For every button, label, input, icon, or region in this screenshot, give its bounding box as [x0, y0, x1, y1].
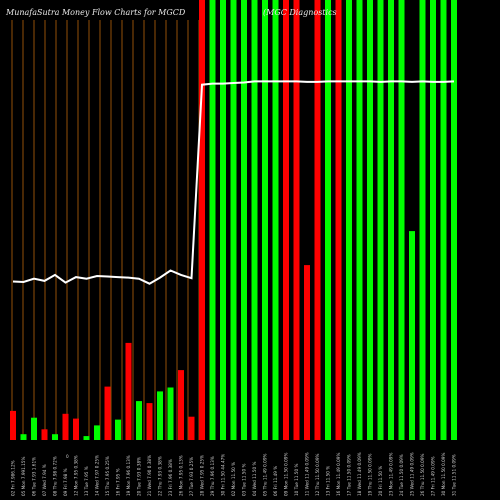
- x-tick-label: 16 Fri 7.95 %: [116, 468, 121, 496]
- x-tick-label: 19 Mon 7.96 0.13%: [126, 455, 131, 496]
- x-tick-label: 28 Wed 7.95 0.25%: [200, 455, 205, 496]
- bar: [62, 413, 69, 440]
- bar: [188, 416, 195, 440]
- x-tick-label: 05 Mon 7.991.15%: [21, 457, 26, 496]
- price-line: [12, 80, 455, 285]
- bar: [388, 0, 394, 440]
- bar: [146, 403, 153, 440]
- bar: [409, 231, 415, 440]
- x-tick-label: 30 Mon 11.50 0.09%: [441, 453, 446, 496]
- x-tick-label: 20 Tue 7.93 0.38%: [137, 457, 142, 496]
- bar: [157, 391, 163, 440]
- bar: [430, 0, 436, 440]
- x-tick-label: 27 Fri 11.49 0.09%: [431, 456, 436, 496]
- x-tick-label: 02 Mon 11.50 %: [231, 462, 236, 496]
- x-tick-label: 14 Wed 7.97 0.25%: [95, 455, 100, 496]
- bar: [304, 265, 310, 440]
- x-tick-label: 19 Thu 11.50 0.09%: [368, 454, 373, 496]
- x-tick-label: 12 Thu 11.50 0.09%: [315, 454, 320, 496]
- x-tick-label: 26 Thu 11.50 0.09%: [420, 454, 425, 496]
- x-tick-label: 27 Tue 7.93 0.25%: [189, 457, 194, 496]
- bar: [52, 434, 58, 440]
- x-tick-label: 31 Tue 11.51 0.09%: [452, 454, 457, 496]
- bar: [83, 436, 90, 440]
- x-tick-label: 22 Thu 7.93 0.38%: [158, 456, 163, 496]
- x-tick-label: 03 Tue 11.50 %: [242, 464, 247, 496]
- bar: [377, 0, 384, 440]
- bar: [199, 0, 205, 440]
- bar: [325, 0, 331, 440]
- x-tick-label: 11 Wed 11.49 0.09%: [305, 452, 310, 496]
- chart-title: MunafaSutra Money Flow Charts for MGCD: [5, 8, 186, 17]
- x-tick-label: 08 Thu 7.98 0.72%: [53, 456, 58, 496]
- x-tick-label: 13 Fri 11.50 %: [326, 466, 331, 496]
- bar: [314, 0, 321, 440]
- bar: [10, 410, 16, 440]
- bar: [125, 342, 132, 440]
- x-tick-label: 26 Mon 7.95 0.13%: [179, 455, 184, 496]
- bar: [230, 0, 237, 440]
- x-tick-label: 21 Wed 7.90 0.38%: [147, 455, 152, 496]
- bar: [398, 0, 405, 440]
- x-tick-label: 02 Fri 7.986.12%: [11, 460, 16, 496]
- bar: [356, 0, 363, 440]
- bar: [419, 0, 426, 440]
- x-tick-label: 15 Thu 7.95 0.25%: [105, 456, 110, 496]
- x-tick-label: 12 Mon 7.95 0.38%: [74, 455, 79, 496]
- bar: [440, 0, 447, 440]
- x-tick-label: 23 Mon 11.49 0.09%: [389, 453, 394, 496]
- bar: [346, 0, 352, 440]
- bar: [251, 0, 258, 440]
- side-label: 0: [66, 454, 69, 459]
- bar: [104, 386, 111, 440]
- bar: [367, 0, 373, 440]
- volume-bars: [10, 0, 457, 440]
- chart-subtitle: (MGC Diagnostics: [263, 8, 337, 17]
- bar: [167, 387, 174, 440]
- bar: [20, 434, 27, 440]
- x-tick-label: 13 Tue 7.95 %: [84, 466, 89, 496]
- x-tick-label: 06 Fri 11.49 %: [273, 466, 278, 496]
- x-tick-label: 20 Fri 11.50 %: [378, 466, 383, 496]
- bar: [283, 0, 289, 440]
- x-tick-label: 06 Tue 7.93 1.61%: [32, 457, 37, 496]
- bar: [115, 419, 121, 440]
- bar: [209, 0, 216, 440]
- x-tick-labels: 02 Fri 7.986.12% 05 Mon 7.991.15% 06 Tue 7…: [11, 452, 457, 496]
- bar: [293, 0, 300, 440]
- bar: [220, 0, 226, 440]
- bar: [335, 0, 342, 440]
- bar: [272, 0, 279, 440]
- x-tick-label: 17 Tue 11.50 0.09%: [347, 454, 352, 496]
- bar: [262, 0, 268, 440]
- x-tick-label: 07 Wed 7.94 %: [42, 464, 47, 496]
- x-tick-label: 09 Fri 7.98 %: [63, 468, 68, 496]
- x-tick-label: 10 Tue 11.50 %: [294, 464, 299, 496]
- x-tick-label: 30 Fri 11.50 44.47%: [221, 454, 226, 496]
- x-tick-label: 09 Mon 11.50 0.09%: [284, 453, 289, 496]
- bar: [451, 0, 457, 440]
- bar: [41, 429, 48, 440]
- bar: [73, 418, 79, 440]
- x-tick-label: 25 Wed 11.49 0.09%: [410, 452, 415, 496]
- x-tick-label: 18 Wed 11.49 0.09%: [357, 452, 362, 496]
- x-tick-label: 29 Thu 7.96 0.13%: [210, 456, 215, 496]
- x-tick-label: 24 Tue 11.50 0.09%: [399, 454, 404, 496]
- x-tick-label: 05 Thu 11.49 0.09%: [263, 454, 268, 496]
- bar: [178, 370, 184, 440]
- x-tick-label: 23 Fri 7.96 0.38%: [168, 459, 173, 496]
- bar: [31, 417, 37, 440]
- bar: [241, 0, 247, 440]
- x-tick-label: 04 Wed 11.50 %: [252, 462, 257, 496]
- bar: [136, 401, 142, 440]
- x-tick-label: 16 Mon 11.49 0.09%: [336, 453, 341, 496]
- bar: [94, 425, 100, 440]
